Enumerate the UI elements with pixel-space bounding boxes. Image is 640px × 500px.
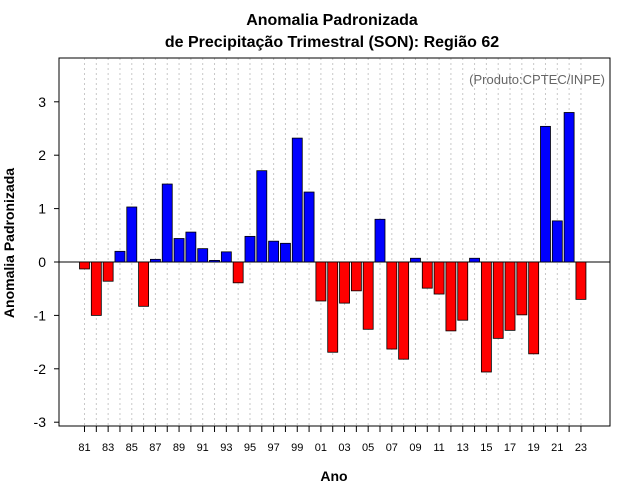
bar-90 xyxy=(185,231,197,263)
x-tick-label: 07 xyxy=(386,442,398,454)
x-tick-label: 09 xyxy=(409,442,421,454)
x-tick-label: 03 xyxy=(338,442,350,454)
plot-frame xyxy=(58,57,611,427)
bar-83 xyxy=(102,261,114,282)
bar-02 xyxy=(327,261,339,353)
x-tick-label: 05 xyxy=(362,442,374,454)
x-tick-label: 85 xyxy=(126,442,138,454)
x-tick-label: 91 xyxy=(197,442,209,454)
bar-23 xyxy=(575,261,587,300)
x-tick-label: 93 xyxy=(220,442,232,454)
x-tick-label: 21 xyxy=(551,442,563,454)
x-tick-label: 11 xyxy=(433,442,444,454)
bar-92 xyxy=(209,259,220,263)
bar-93 xyxy=(220,251,232,263)
x-axis: 81 83 85 87 89 91 93 95 97 99 01 03 05 07 09 11 13 15 17 19… xyxy=(78,426,587,454)
chart-title: Anomalia Padronizada xyxy=(246,12,418,29)
bar-06 xyxy=(374,218,386,263)
x-tick-label: 19 xyxy=(528,442,540,454)
bar-03 xyxy=(339,261,350,304)
bar-09 xyxy=(410,257,421,263)
x-tick-label: 81 xyxy=(78,442,90,454)
y-tick-label: 2 xyxy=(38,147,46,163)
bar-88 xyxy=(161,183,173,263)
x-tick-label: 01 xyxy=(315,442,327,454)
y-tick-label: 0 xyxy=(38,254,46,270)
bar-97 xyxy=(268,240,280,263)
bar-85 xyxy=(126,206,138,263)
x-tick-label: 87 xyxy=(149,442,161,454)
bar-13 xyxy=(457,261,469,321)
bars xyxy=(79,112,587,373)
y-axis-title: Anomalia Padronizada xyxy=(1,168,17,318)
bar-19 xyxy=(528,261,540,355)
bar-01 xyxy=(315,261,327,302)
bar-96 xyxy=(256,170,268,263)
bar-99 xyxy=(291,137,303,263)
bar-95 xyxy=(244,235,256,263)
bar-18 xyxy=(516,261,528,316)
bar-82 xyxy=(90,261,102,316)
bar-14 xyxy=(469,257,480,263)
y-tick-label: 1 xyxy=(38,201,46,217)
x-tick-label: 17 xyxy=(504,442,516,454)
x-tick-label: 99 xyxy=(291,442,303,454)
vertical-grid xyxy=(84,58,582,426)
bar-98 xyxy=(280,242,291,263)
bar-11 xyxy=(433,261,445,295)
bar-81 xyxy=(79,261,90,270)
y-tick-label: 3 xyxy=(38,94,46,110)
x-axis-title: Ano xyxy=(320,468,347,484)
x-tick-label: 13 xyxy=(457,442,469,454)
x-tick-label: 15 xyxy=(480,442,492,454)
bar-87 xyxy=(150,258,161,263)
bar-94 xyxy=(232,261,244,284)
y-tick-label: -1 xyxy=(34,307,47,323)
bar-04 xyxy=(350,261,362,292)
bar-15 xyxy=(480,261,492,373)
y-tick-label: -2 xyxy=(34,361,47,377)
x-tick-label: 95 xyxy=(244,442,256,454)
bar-05 xyxy=(362,261,374,330)
bar-16 xyxy=(492,261,504,339)
x-tick-label: 97 xyxy=(267,442,279,454)
bar-91 xyxy=(197,248,209,263)
bar-89 xyxy=(173,238,185,263)
x-tick-label: 89 xyxy=(173,442,185,454)
x-tick-label: 23 xyxy=(575,442,587,454)
bar-22 xyxy=(563,112,575,263)
bar-00 xyxy=(303,191,315,263)
bar-84 xyxy=(114,250,126,263)
bar-17 xyxy=(504,261,516,331)
x-tick-label: 83 xyxy=(102,442,114,454)
chart-subtitle: de Precipitação Trimestral (SON): Região… xyxy=(165,34,499,51)
source-annotation: (Produto:CPTEC/INPE) xyxy=(469,72,605,87)
bar-21 xyxy=(551,220,563,263)
bar-08 xyxy=(398,261,410,360)
bar-07 xyxy=(386,261,398,350)
y-axis: -3 -2 -1 0 1 2 3 xyxy=(34,94,59,430)
bar-20 xyxy=(540,125,551,263)
bar-12 xyxy=(445,261,457,332)
bar-86 xyxy=(138,261,150,307)
bar-10 xyxy=(421,261,433,289)
y-tick-label: -3 xyxy=(34,414,47,430)
